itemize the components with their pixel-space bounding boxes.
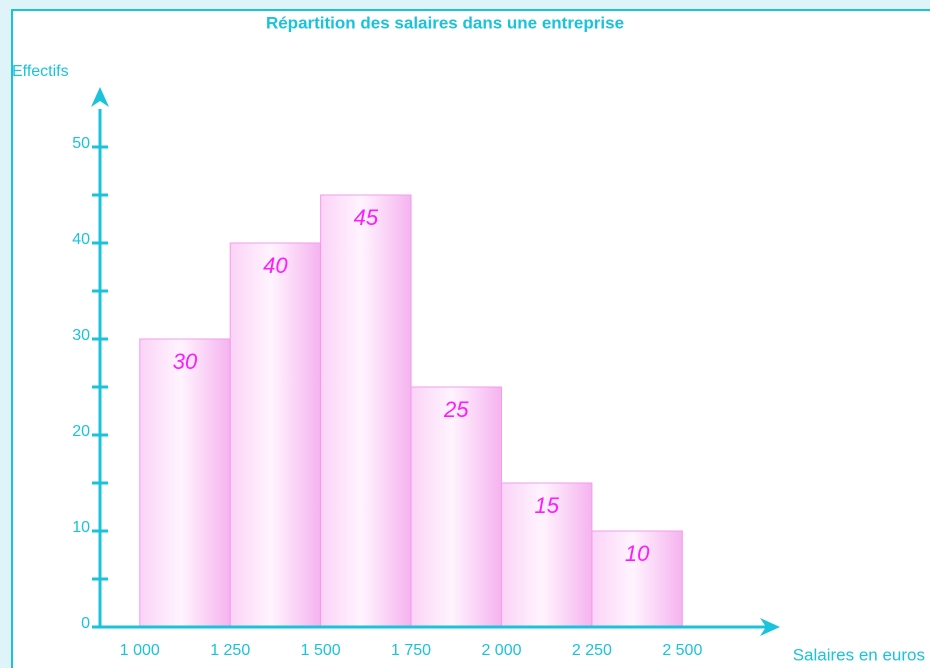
chart-title: Répartition des salaires dans une entrep… bbox=[266, 13, 624, 32]
x-tick-label: 1 500 bbox=[301, 642, 341, 659]
x-axis-label: Salaires en euros bbox=[793, 645, 925, 664]
bar bbox=[591, 530, 683, 628]
y-tick-label: 10 bbox=[72, 519, 90, 536]
bar bbox=[500, 482, 593, 628]
bar bbox=[320, 194, 412, 628]
x-tick-label: 2 000 bbox=[481, 642, 521, 659]
data-label: 25 bbox=[443, 397, 469, 422]
x-tick-label: 1 000 bbox=[120, 642, 160, 659]
data-label: 15 bbox=[534, 493, 559, 518]
x-axis-arrow bbox=[760, 618, 780, 636]
data-label: 40 bbox=[263, 253, 288, 278]
x-tick-label: 1 250 bbox=[210, 642, 250, 659]
y-axis-arrow bbox=[91, 87, 109, 107]
bar bbox=[229, 242, 322, 628]
bar bbox=[139, 338, 231, 628]
y-tick-label: 30 bbox=[72, 327, 90, 344]
x-tick-label: 1 750 bbox=[391, 642, 431, 659]
data-label: 10 bbox=[625, 541, 650, 566]
y-tick-label: 50 bbox=[72, 135, 90, 152]
y-axis-label: Effectifs bbox=[12, 63, 69, 80]
x-tick-label: 2 250 bbox=[572, 642, 612, 659]
y-tick-label: 20 bbox=[72, 423, 90, 440]
data-label: 30 bbox=[173, 349, 198, 374]
bar bbox=[410, 386, 502, 628]
y-tick-label: 40 bbox=[72, 231, 90, 248]
data-label: 45 bbox=[354, 205, 379, 230]
x-tick-label: 2 500 bbox=[662, 642, 702, 659]
y-tick-label: 0 bbox=[81, 615, 90, 632]
